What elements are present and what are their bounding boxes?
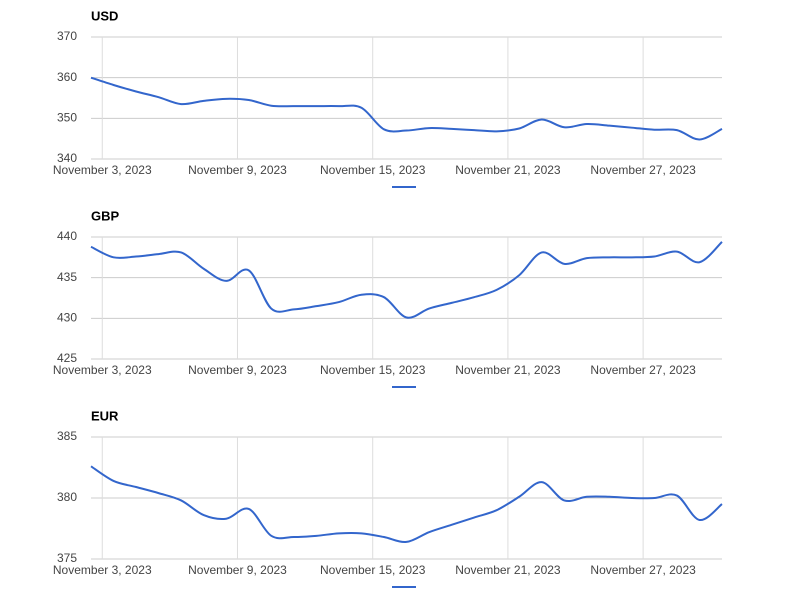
line-series xyxy=(90,76,723,141)
x-tick-label: November 21, 2023 xyxy=(455,363,561,377)
x-tick-label: November 3, 2023 xyxy=(53,163,152,177)
y-tick-label: 435 xyxy=(57,270,77,284)
chart-panel: USD 340 350 360 370 November 3, 2023 November … xyxy=(53,8,723,188)
x-tick-label: November 3, 2023 xyxy=(53,563,152,577)
chart-title: EUR xyxy=(91,408,119,423)
chart-title: USD xyxy=(91,8,118,23)
line-series xyxy=(90,465,723,544)
chart-panel: EUR 375 380 385 November 3, 2023 November 9, … xyxy=(53,408,723,588)
y-tick-label: 340 xyxy=(57,151,77,165)
x-tick-label: November 21, 2023 xyxy=(455,563,561,577)
x-tick-label: November 21, 2023 xyxy=(455,163,561,177)
x-tick-label: November 9, 2023 xyxy=(188,363,287,377)
y-tick-label: 380 xyxy=(57,490,77,504)
y-tick-label: 360 xyxy=(57,70,77,84)
chart-title: GBP xyxy=(91,208,120,223)
chart-panel: GBP 425 430 435 440 November 3, 2023 November … xyxy=(53,208,723,388)
line-series xyxy=(90,241,723,319)
y-tick-label: 440 xyxy=(57,229,77,243)
y-tick-label: 370 xyxy=(57,29,77,43)
x-tick-label: November 27, 2023 xyxy=(590,563,696,577)
y-tick-label: 350 xyxy=(57,111,77,125)
x-tick-label: November 3, 2023 xyxy=(53,363,152,377)
y-tick-label: 375 xyxy=(57,551,77,565)
x-tick-label: November 15, 2023 xyxy=(320,563,426,577)
x-tick-label: November 15, 2023 xyxy=(320,363,426,377)
x-tick-label: November 9, 2023 xyxy=(188,563,287,577)
x-tick-label: November 9, 2023 xyxy=(188,163,287,177)
y-tick-label: 430 xyxy=(57,311,77,325)
x-tick-label: November 27, 2023 xyxy=(590,163,696,177)
x-tick-label: November 27, 2023 xyxy=(590,363,696,377)
x-tick-label: November 15, 2023 xyxy=(320,163,426,177)
y-tick-label: 385 xyxy=(57,429,77,443)
y-tick-label: 425 xyxy=(57,351,77,365)
